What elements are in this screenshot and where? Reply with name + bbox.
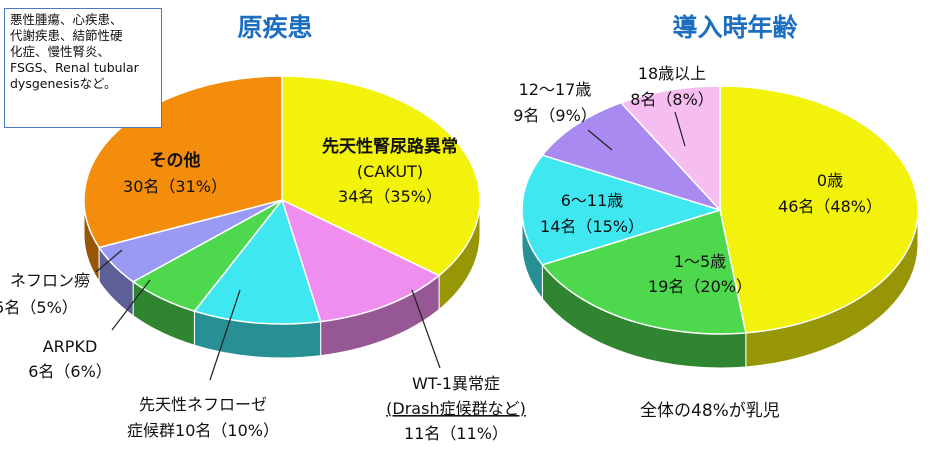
age-slice [521,154,723,266]
note-line: dysgenesisなど。 [10,76,117,91]
slice-value-arpkd: 6名（6%） [28,362,112,381]
primary-disease-slice [280,198,441,323]
slice-label-other: その他 [150,150,201,171]
slice-value-nephronophthisis: 5名（5%） [0,298,78,317]
slice-label-wt1: WT-1異常症 [412,374,500,393]
slice-value-age-12-17: 9名（9%） [513,106,597,125]
primary-disease-slice [281,75,481,277]
summary-text: 全体の48%が乳児 [640,401,780,421]
slice-value-wt1: 11名（11%） [404,424,508,443]
note-line: 悪性腫瘍、心疾患、 [10,12,123,27]
slice-value-age-0: 46名（48%） [778,197,882,216]
note-box: 悪性腫瘍、心疾患、 代謝疾患、結節性硬 化症、慢性腎炎、 FSGS、Renal … [4,8,162,128]
chart-title-age: 導入時年齢 [672,13,797,42]
leader-line-arpkd [111,279,151,331]
slice-label-age-6-11: 6～11歳 [561,191,624,210]
slice-sublabel-cakut: (CAKUT) [357,162,423,181]
slice-label-age-18plus: 18歳以上 [638,64,706,83]
leader-line-18plus [674,111,686,147]
slice-value-cakut: 34名（35%） [338,187,442,206]
slice-sublabel-wt1: (Drash症候群など) [386,399,526,418]
slice-label-nephronophthisis: ネフロン癆 [10,271,90,290]
leader-line-wt1 [411,289,441,369]
leader-line-12-17 [587,129,613,151]
primary-disease-slice [193,198,322,325]
note-line: 代謝疾患、結節性硬 [10,28,123,43]
age-slice [541,209,747,335]
slice-sublabel-congenital-nephrosis: 症候群10名（10%） [127,421,279,440]
leader-line-nephronophthisis [95,249,123,273]
slice-label-cakut: 先天性腎尿路異常 [322,136,458,157]
slice-label-age-1-5: 1～5歳 [674,252,726,271]
age-slice [541,101,723,212]
note-line: 化症、慢性腎炎、 [10,44,111,59]
slice-label-age-12-17: 12～17歳 [519,80,592,99]
slice-label-arpkd: ARPKD [43,337,98,356]
leader-line-congenital-nephrosis [209,289,241,381]
age-slice [719,85,919,334]
pie-chart-age [521,85,919,369]
age-slice [619,85,721,212]
slice-value-age-1-5: 19名（20%） [648,277,752,296]
slice-value-age-18plus: 8名（8%） [630,90,714,109]
slice-value-other: 30名（31%） [123,177,227,196]
slice-value-age-6-11: 14名（15%） [540,217,644,236]
slice-label-age-0: 0歳 [817,171,843,190]
slice-label-congenital-nephrosis: 先天性ネフローゼ [139,395,267,414]
chart-title-primary-disease: 原疾患 [237,13,312,42]
note-line: FSGS、Renal tubular [10,60,139,75]
